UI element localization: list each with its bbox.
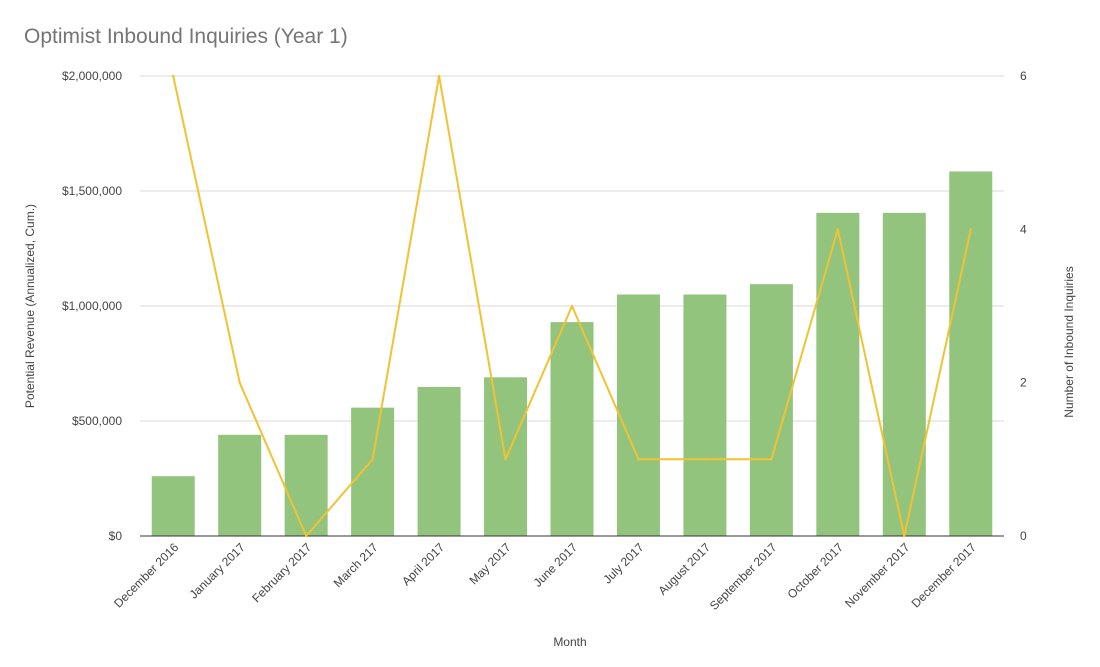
x-axis-title: Month [553,635,586,649]
y2-tick-label: 0 [1020,529,1027,543]
y-tick-label: $500,000 [72,414,122,428]
y2-tick-label: 4 [1020,222,1027,236]
x-tick-label: August 2017 [655,540,713,598]
line-point [172,74,175,78]
line-series [172,74,972,538]
bar [949,171,993,536]
line-point [437,74,441,78]
x-tick-label: July 2017 [600,540,646,586]
bar [683,294,727,536]
y-axis-title: Potential Revenue (Annualized, Cum.) [23,204,37,408]
line-point [836,228,840,231]
y-tick-label: $2,000,000 [62,69,122,83]
bar [284,434,328,536]
line-point [969,228,972,231]
line-point [371,458,374,461]
bar [351,407,395,536]
bar [882,212,926,536]
line-point [703,458,707,461]
x-tick-label: June 2017 [531,540,581,590]
x-tick-label: December 2016 [111,540,182,611]
y-tick-label: $0 [109,529,123,543]
bar [151,476,195,536]
y2-axis-ticks: 0 2 4 6 [1020,69,1027,543]
bar [417,386,461,536]
x-tick-label: December 2017 [909,540,980,611]
x-tick-label: February 2017 [249,540,314,605]
line-point [570,304,574,308]
y2-tick-label: 2 [1020,376,1027,390]
line-point [903,534,906,538]
bar-series [151,171,993,536]
bar [550,322,594,536]
x-tick-label: January 2017 [186,540,248,602]
line-point [770,458,773,461]
x-tick-label: October 2017 [785,540,847,602]
y-axis-ticks: $0 $500,000 $1,000,000 $1,500,000 $2,000,000 [62,69,122,543]
chart-title: Optimist Inbound Inquiries (Year 1) [24,25,348,48]
bar [616,294,660,536]
x-tick-label: April 2017 [399,540,447,588]
x-tick-label: September 2017 [707,540,780,613]
x-tick-label: May 2017 [466,540,513,587]
bar [816,212,860,536]
y2-axis-title: Number of Inbound Inquiries [1062,266,1076,417]
x-tick-label: November 2017 [842,540,913,611]
y2-tick-label: 6 [1020,69,1027,83]
x-axis-ticks: December 2016 January 2017 February 2017 Ma… [111,540,979,613]
line-point [637,458,640,461]
line-point [504,458,507,461]
y-tick-label: $1,500,000 [62,184,122,198]
x-tick-label: March 217 [331,540,381,590]
y-tick-label: $1,000,000 [62,299,122,313]
bar [218,434,262,536]
line-point [238,381,241,384]
line-point [304,534,308,538]
